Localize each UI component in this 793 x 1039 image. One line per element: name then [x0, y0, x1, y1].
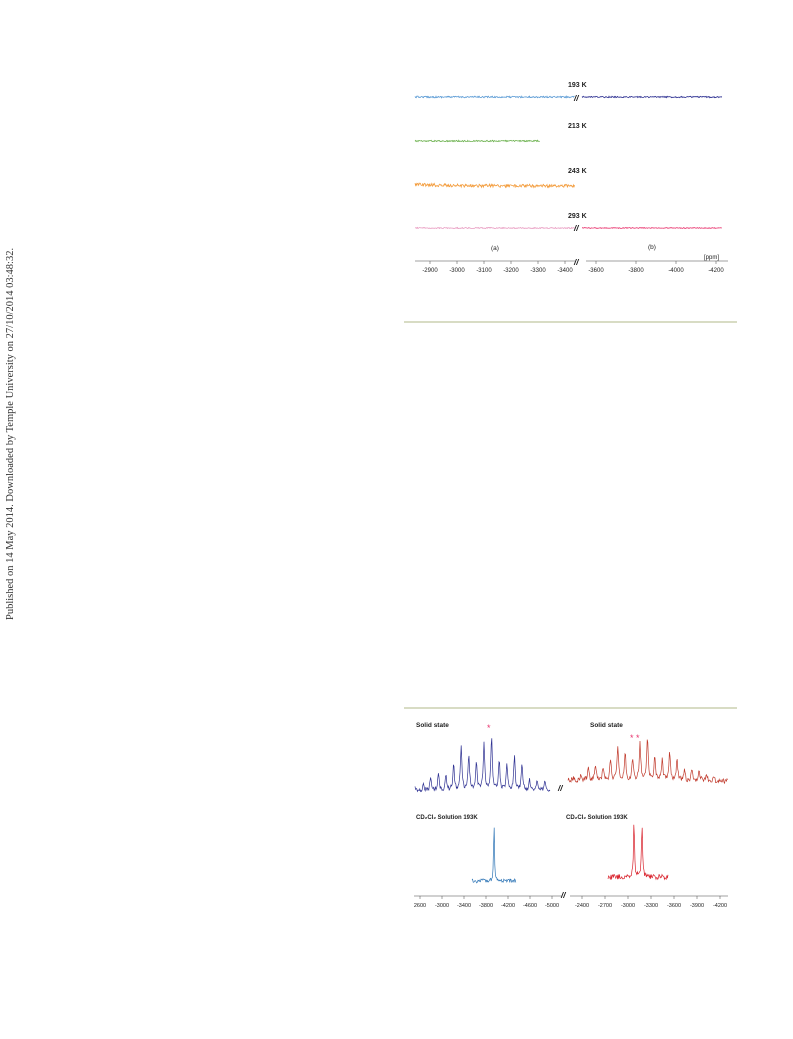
top-axis-ticks: -2900 -3000 -3100 -3200 -3300 -3400 -3600 -3800…	[422, 261, 724, 274]
bottom-axis-right-tick-label: -2400	[575, 903, 589, 909]
top-axis-a-tick-label: -3400	[557, 268, 573, 274]
bottom-axis-left-tick-label: -3000	[435, 903, 449, 909]
break-mark-solid: //	[557, 784, 563, 793]
solid-state-label-right: Solid state	[590, 722, 623, 729]
bottom-axis-ticks: 2600 -3000 -3400 -3800 -4200 -4600 -5000 -2400 -…	[414, 896, 727, 909]
top-axis-a-tick-label: -3000	[449, 268, 465, 274]
nmr-figure-top: 193 K 213 K 243 K 293 K // // (a) (b) [p…	[414, 82, 728, 274]
bottom-axis-left-tick-label: -3800	[479, 903, 493, 909]
temp-label-243: 243 K	[568, 168, 587, 175]
top-axis-a-tick-label: -3200	[503, 268, 519, 274]
solid-state-label-left: Solid state	[416, 722, 449, 729]
trace-solution-left	[471, 827, 517, 884]
bottom-axis-right-tick-label: -3900	[690, 903, 704, 909]
bottom-traces	[414, 738, 728, 884]
trace-293K-a	[414, 226, 575, 230]
break-mark-axis: //	[560, 891, 566, 900]
bottom-axis-right-tick-label: -2700	[598, 903, 612, 909]
top-axis-a-tick-label: -2900	[422, 268, 438, 274]
trace-293K-b	[581, 227, 722, 230]
bottom-axis-left-tick-label: -3400	[457, 903, 471, 909]
temp-label-193: 193 K	[568, 82, 587, 89]
asterisk-right: * *	[630, 733, 640, 743]
bottom-axis-right-tick-label: -3300	[644, 903, 658, 909]
trace-243K	[414, 182, 575, 189]
bottom-axis-right-tick-label: -3000	[621, 903, 635, 909]
axis-break-mark: //	[573, 258, 579, 267]
figure-rule-2	[404, 707, 737, 709]
solution-label-left: CD₂Cl₂ Solution 193K	[416, 815, 478, 821]
bottom-axis-left-tick-label: -4200	[501, 903, 515, 909]
top-axis-a-tick-label: -3100	[476, 268, 492, 274]
asterisk-left: *	[487, 723, 491, 733]
top-axis-b-tick-label: -4000	[668, 268, 684, 274]
trace-213K	[414, 139, 540, 143]
panel-label-a: (a)	[491, 245, 499, 252]
trace-solid-state-left	[414, 738, 551, 793]
top-axis-a-tick-label: -3300	[530, 268, 546, 274]
bottom-axis-right-tick-label: -3600	[667, 903, 681, 909]
trace-193K-a	[414, 95, 575, 99]
bottom-axis-right-tick-label: -4200	[713, 903, 727, 909]
bottom-axis-left-tick-label: -5000	[545, 903, 559, 909]
bottom-axis-left-tick-label: 2600	[414, 903, 426, 909]
top-axis-b-tick-label: -3600	[588, 268, 604, 274]
nmr-figure-bottom: Solid state Solid state CD₂Cl₂ Solution …	[414, 722, 728, 909]
temp-label-293: 293 K	[568, 213, 587, 220]
download-notice-text: Published on 14 May 2014. Downloaded by …	[5, 247, 16, 620]
trace-193K-b	[581, 95, 723, 99]
unit-label: [ppm]	[704, 255, 719, 261]
top-axis-b-tick-label: -4200	[708, 268, 724, 274]
bottom-axis-left-tick-label: -4600	[523, 903, 537, 909]
break-mark-193: //	[573, 94, 579, 103]
top-axis-b-tick-label: -3800	[628, 268, 644, 274]
panel-label-b: (b)	[648, 244, 656, 251]
trace-solid-state-right	[567, 739, 728, 785]
break-mark-293: //	[573, 224, 579, 233]
temp-label-213: 213 K	[568, 123, 587, 130]
solution-label-right: CD₂Cl₂ Solution 193K	[566, 815, 628, 821]
trace-solution-right	[607, 824, 669, 881]
figure-rule-1	[404, 321, 737, 323]
top-traces	[414, 95, 723, 230]
download-notice: Published on 14 May 2014. Downloaded by …	[5, 248, 25, 980]
